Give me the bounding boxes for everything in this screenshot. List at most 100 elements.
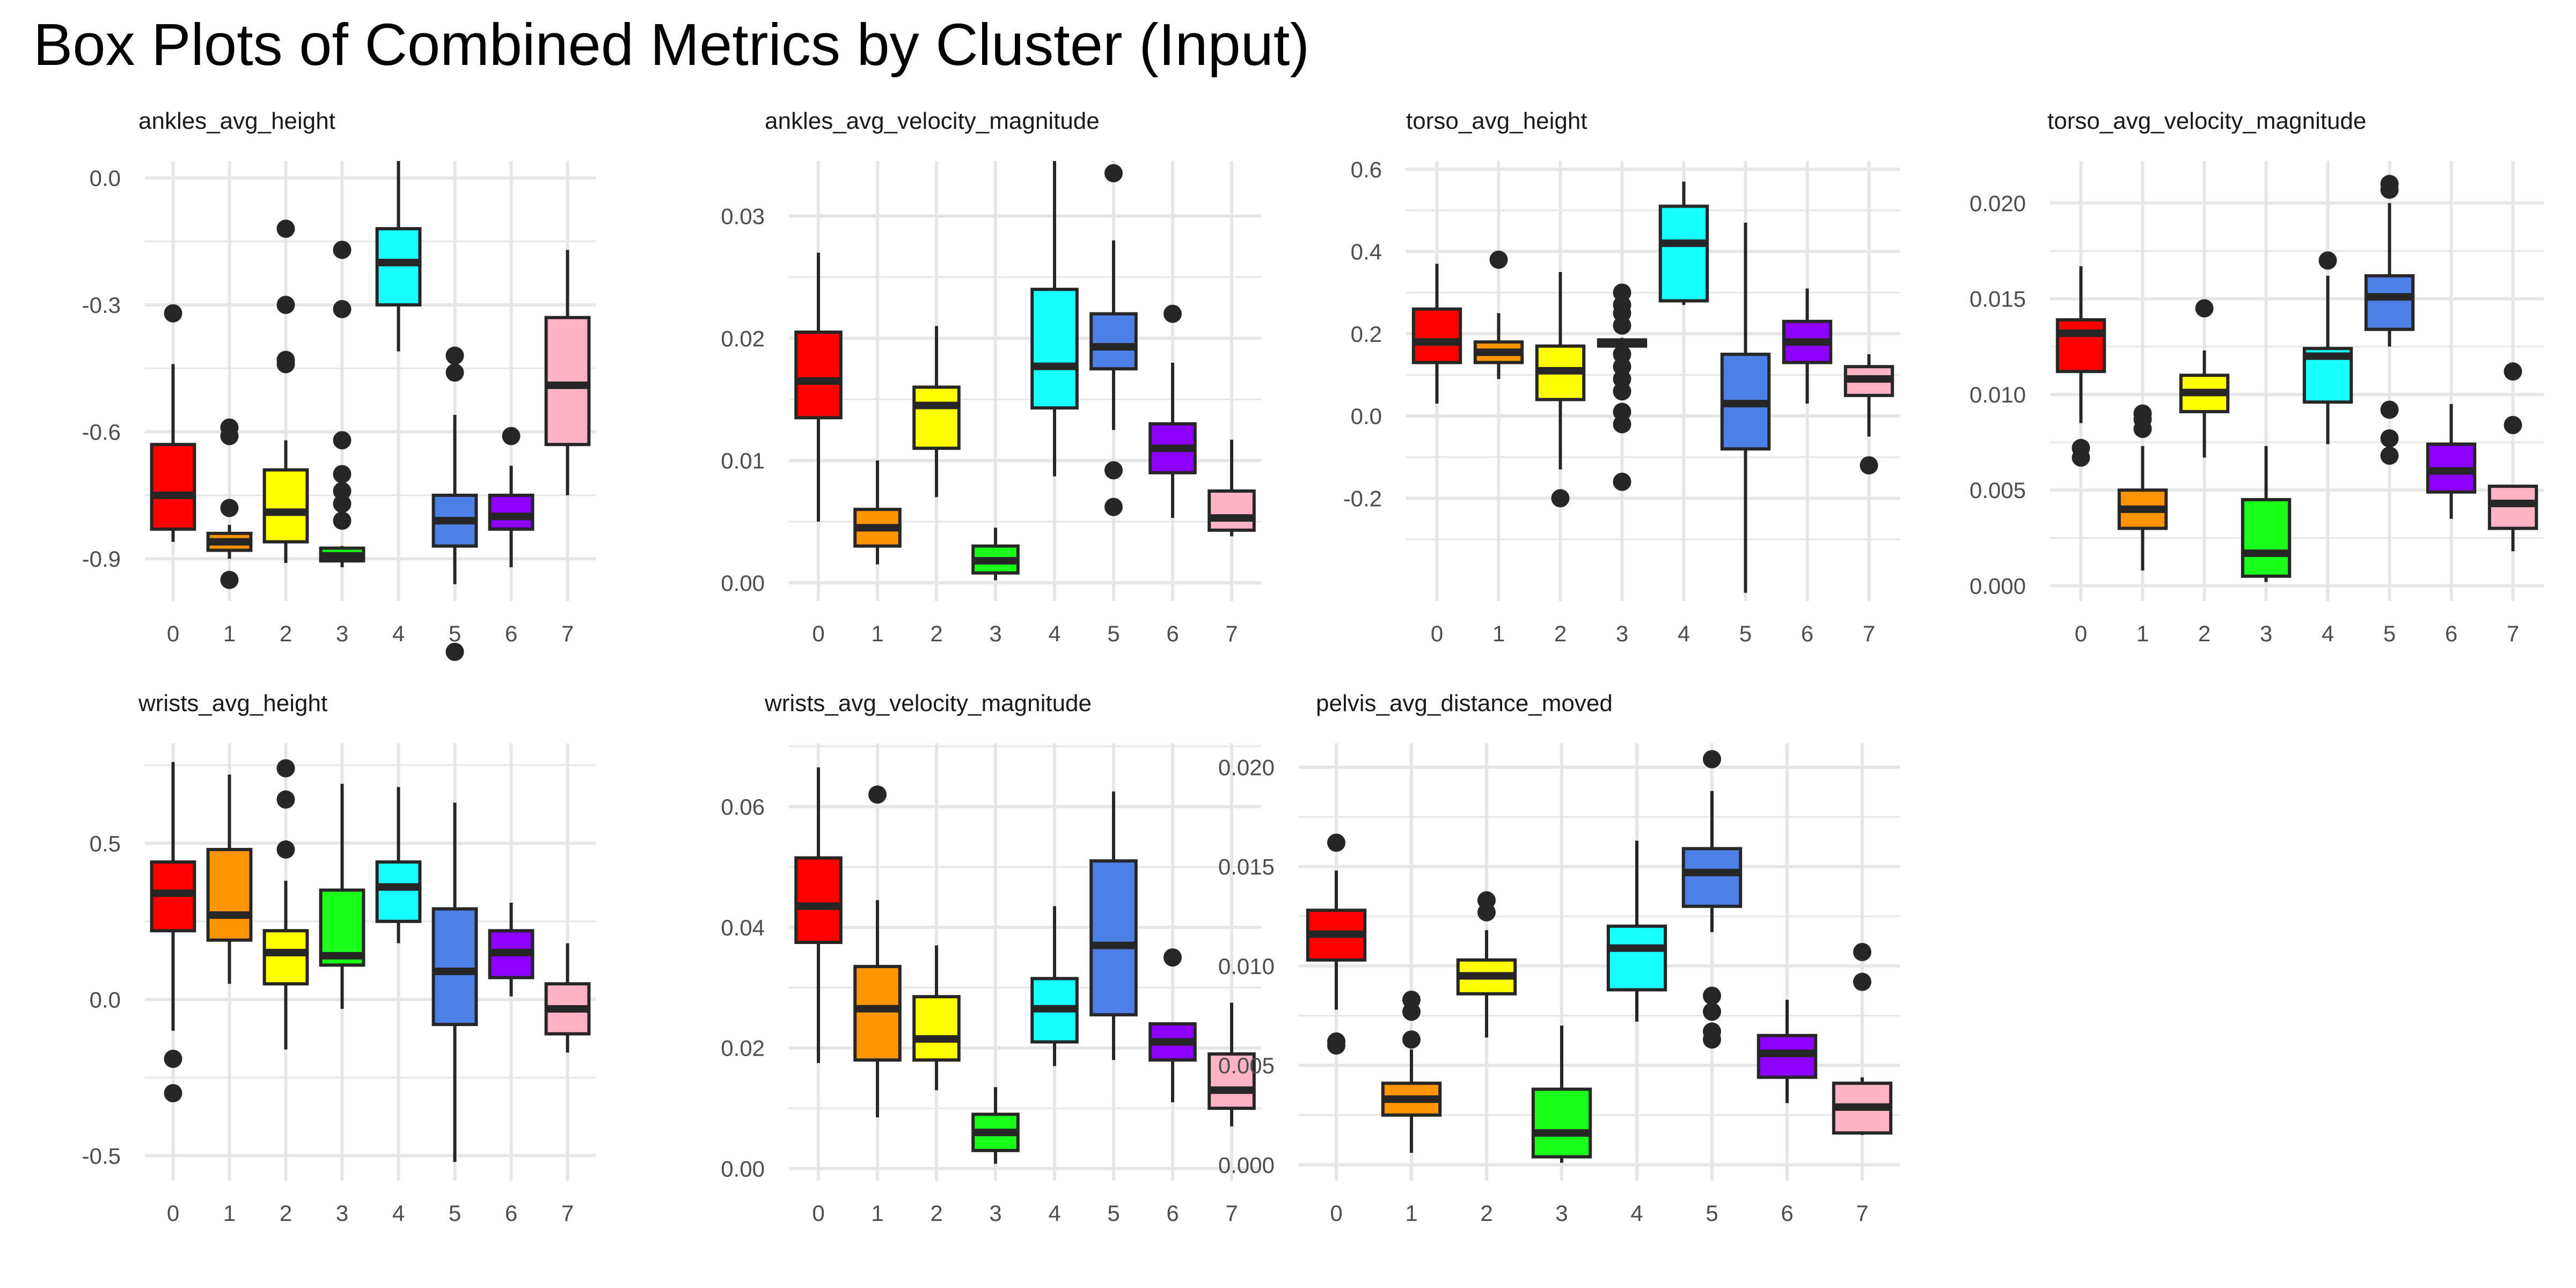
x-tick-label: 1 — [871, 1201, 883, 1226]
outlier-point — [220, 427, 239, 445]
outlier-point — [276, 296, 295, 314]
outlier-point — [1489, 250, 1508, 269]
y-tick-label: 0.020 — [1218, 755, 1275, 780]
panel-title: wrists_avg_velocity_magnitude — [764, 690, 1092, 716]
box-cluster-7 — [544, 316, 591, 447]
y-tick-label: 0.2 — [1351, 321, 1382, 347]
outlier-point — [164, 304, 182, 323]
x-tick-label: 5 — [2383, 621, 2396, 646]
x-tick-label: 4 — [1048, 1201, 1060, 1226]
outlier-point — [1327, 1036, 1345, 1055]
outlier-point — [2504, 362, 2522, 381]
outlier-point — [1551, 489, 1570, 508]
box-cluster-3 — [1531, 1087, 1592, 1159]
box-cluster-3 — [2241, 498, 2292, 578]
y-tick-label: 0.020 — [1970, 191, 2026, 216]
box-cluster-0 — [1411, 307, 1462, 364]
outlier-point — [1703, 750, 1721, 769]
panel-title: torso_avg_velocity_magnitude — [2047, 108, 2366, 134]
y-tick-label: -0.5 — [82, 1143, 121, 1168]
x-tick-label: 5 — [449, 1201, 461, 1226]
panel: -0.5 0.0 0.5 0 1 2 3 4 5 6 7 wrists_avg_height — [82, 690, 596, 1226]
y-tick-label: 0.01 — [721, 448, 765, 473]
x-tick-label: 7 — [1225, 621, 1238, 646]
box-cluster-1 — [206, 847, 253, 942]
x-tick-label: 4 — [392, 621, 405, 646]
x-tick-label: 0 — [167, 621, 179, 646]
x-tick-label: 4 — [1048, 621, 1060, 646]
outlier-point — [164, 1084, 182, 1102]
outlier-point — [1163, 948, 1182, 967]
x-tick-label: 3 — [2260, 621, 2272, 646]
chart-title: Box Plots of Combined Metrics by Cluster… — [33, 12, 1310, 78]
outlier-point — [2504, 416, 2522, 434]
outlier-point — [220, 570, 239, 589]
x-tick-label: 7 — [1225, 1201, 1238, 1226]
x-tick-label: 0 — [812, 621, 824, 646]
y-tick-label: 0.02 — [721, 1036, 765, 1061]
x-tick-label: 2 — [930, 621, 942, 646]
box-cluster-5 — [1089, 859, 1138, 1016]
outlier-point — [220, 499, 239, 517]
box-cluster-4 — [375, 860, 422, 923]
panel: 0.00 0.01 0.02 0.03 0 1 2 3 4 5 6 7 ankles_avg_veloc… — [721, 108, 1261, 646]
x-tick-label: 5 — [449, 621, 461, 646]
x-tick-label: 0 — [2075, 621, 2087, 646]
outlier-point — [1703, 1030, 1721, 1049]
x-tick-label: 1 — [2136, 621, 2149, 646]
box-cluster-5 — [2364, 274, 2415, 331]
outlier-point — [1104, 461, 1123, 480]
y-tick-label: 0.000 — [1970, 573, 2026, 598]
outlier-point — [2072, 448, 2090, 467]
panel: 0.00 0.02 0.04 0.06 0 1 2 3 4 5 6 7 wrists_avg_veloc… — [721, 690, 1261, 1226]
x-tick-label: 4 — [1630, 1201, 1643, 1226]
x-tick-label: 5 — [1739, 621, 1752, 646]
y-tick-label: -0.2 — [1343, 486, 1382, 511]
outlier-point — [276, 759, 295, 778]
box-cluster-2 — [912, 995, 961, 1062]
x-tick-label: 6 — [505, 1201, 517, 1226]
outlier-point — [2380, 400, 2399, 419]
box-cluster-4 — [1658, 204, 1709, 303]
x-tick-label: 4 — [2322, 621, 2334, 646]
y-tick-label: 0.015 — [1970, 287, 2026, 312]
x-tick-label: 6 — [2445, 621, 2457, 646]
y-tick-label: 0.010 — [1218, 954, 1275, 979]
y-tick-label: 0.00 — [721, 570, 765, 596]
outlier-point — [333, 465, 352, 484]
y-tick-label: 0.0 — [90, 166, 121, 191]
outlier-point — [445, 346, 464, 365]
x-tick-label: 3 — [989, 621, 1001, 646]
y-tick-label: 0.0 — [1351, 404, 1382, 429]
y-tick-label: 0.06 — [721, 794, 765, 819]
outlier-point — [445, 363, 464, 382]
x-tick-label: 5 — [1107, 621, 1119, 646]
x-tick-label: 0 — [1330, 1201, 1342, 1226]
x-tick-label: 6 — [1166, 621, 1179, 646]
x-tick-label: 2 — [1554, 621, 1567, 646]
panel-title: pelvis_avg_distance_moved — [1316, 690, 1613, 716]
outlier-point — [1613, 472, 1631, 491]
outlier-point — [333, 431, 352, 450]
outlier-point — [333, 511, 352, 530]
outlier-point — [276, 355, 295, 374]
x-tick-label: 2 — [930, 1201, 942, 1226]
x-tick-label: 1 — [1405, 1201, 1417, 1226]
y-tick-label: 0.04 — [721, 915, 765, 940]
outlier-point — [333, 482, 352, 500]
outlier-point — [2133, 420, 2152, 438]
outlier-point — [1402, 1002, 1421, 1021]
box-cluster-2 — [262, 468, 309, 544]
outlier-point — [1163, 304, 1182, 323]
x-tick-label: 3 — [336, 1201, 348, 1226]
x-tick-label: 6 — [1781, 1201, 1793, 1226]
box-cluster-5 — [1089, 312, 1138, 371]
outlier-point — [333, 240, 352, 259]
box-cluster-4 — [1606, 924, 1667, 992]
outlier-point — [445, 642, 464, 661]
outlier-point — [1703, 1002, 1721, 1021]
x-tick-label: 6 — [505, 621, 517, 646]
outlier-point — [276, 840, 295, 859]
x-tick-label: 1 — [223, 621, 236, 646]
y-tick-label: 0.005 — [1970, 478, 2026, 503]
